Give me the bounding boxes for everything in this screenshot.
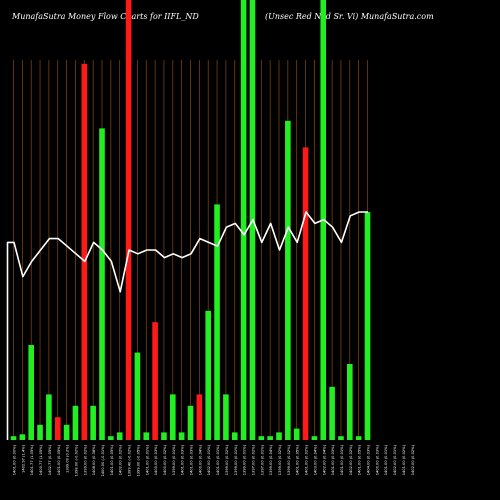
x-tick-label: 1408.00 (0.38%) [92, 444, 96, 475]
bar [231, 432, 238, 440]
bar [19, 434, 26, 440]
bar [187, 405, 194, 440]
x-tick-label: 1402.00 (0.04%) [322, 444, 326, 475]
x-tick-label: 1401.00 (0.01%) [384, 444, 388, 475]
bar [125, 0, 132, 440]
bar [347, 364, 353, 440]
x-tick-label: 1400.00 (0.03%) [154, 444, 158, 475]
bar [355, 436, 362, 440]
x-tick-label: 1400.77 (1.05%) [39, 444, 43, 475]
x-tick-label: 1399.00 (0.01%) [243, 444, 247, 475]
x-tick-label: 1400.00 (0.03%) [375, 444, 379, 475]
x-tick-label: 1401.77 (1.05%) [30, 444, 34, 475]
bar [116, 432, 123, 440]
bar [143, 432, 150, 440]
x-tick-label: 1401.00 (0.02%) [305, 444, 309, 475]
bar [152, 322, 158, 440]
x-tick-label: 1399.00 (0.02%) [83, 444, 87, 475]
bar [54, 417, 61, 440]
x-tick-label: 1401.00 (0.05%) [110, 444, 114, 475]
x-tick-label: 1401.00 (0.03%) [181, 444, 185, 475]
x-tick-label: 1397.00 (0.01%) [260, 444, 264, 475]
bar [329, 386, 335, 440]
bar [63, 424, 70, 440]
bar [37, 424, 43, 440]
x-tick-label: 1401.00 (0.05%) [57, 444, 61, 475]
x-tick-label: 1401.00 (0.03%) [190, 444, 194, 475]
x-tick-label: 1402.00 (0.01%) [207, 444, 211, 475]
x-tick-label: 1402.00 (0.02%) [349, 444, 353, 475]
bar [10, 436, 17, 440]
x-tick-label: 1402.00 (0.01%) [393, 444, 397, 475]
chart-header-right: (Unsec Red Ncd Sr. Vi) MunafaSutra.com [265, 12, 434, 21]
bar [267, 436, 273, 440]
x-tick-label: 1402.77 (0.05%) [48, 444, 52, 475]
x-tick-label: 1402.00 (0.02%) [119, 444, 123, 475]
bar [46, 394, 52, 440]
bar [178, 432, 185, 440]
x-tick-label: 1402.00 (0.02%) [411, 444, 415, 475]
x-tick-label: 1401.00 (0.01%) [340, 444, 344, 475]
bar [72, 405, 79, 440]
bar [205, 310, 211, 440]
x-tick-label: 1401.00 (0.03%) [331, 444, 335, 475]
x-tick-label: 1403.00 (0.04%) [313, 444, 317, 475]
x-tick-label: 1400.00 (0.02%) [163, 444, 167, 475]
x-tick-label: 1401.00 (0.00%) [13, 444, 17, 475]
bar [170, 394, 176, 440]
bar [240, 0, 247, 440]
x-tick-label: 1399.00 (0.01%) [172, 444, 176, 475]
bar [28, 345, 34, 440]
x-tick-label: 1401.00 (0.02%) [402, 444, 406, 475]
bar [293, 428, 300, 440]
bar [285, 120, 291, 441]
bar [364, 212, 371, 440]
x-tick-label: 1404.00 (0.03%) [367, 444, 371, 475]
x-tick-label: 1400.00 (-0.01%) [101, 444, 105, 476]
bar [90, 405, 96, 440]
x-tick-label: 1402.97 (1.4%) [21, 444, 25, 473]
bar [99, 128, 105, 440]
x-tick-label: 1398.00 (-0.02%) [74, 444, 78, 476]
bar [258, 436, 265, 440]
bar [161, 432, 167, 440]
x-tick-label: 1399.00 (0.04%) [269, 444, 273, 475]
bar [134, 352, 141, 440]
bar [338, 436, 344, 440]
x-tick-label: 1401.00 (0.05%) [358, 444, 362, 475]
x-tick-label: 1399.00 (-0.05%) [136, 444, 140, 476]
bar [214, 204, 220, 440]
x-tick-label: 1401.00 (0.01%) [145, 444, 149, 475]
bar [276, 432, 282, 440]
x-tick-label: 1401.00 (0.05%) [296, 444, 300, 475]
x-tick-label: 1399.00 (0.2%) [66, 444, 70, 473]
x-tick-label: 1399.00 (0.02%) [225, 444, 229, 475]
x-tick-label: 1401.00 (0.01%) [216, 444, 220, 475]
money-flow-line [6, 211, 368, 440]
bar [302, 147, 309, 440]
x-tick-label: 1399.00 (0.02%) [278, 444, 282, 475]
bar [311, 436, 318, 440]
x-tick-label: 1399.40 (-0.02%) [128, 444, 132, 476]
x-tick-label: 1397.00 (0.02%) [251, 444, 255, 475]
x-tick-label: 1400.00 (0.04%) [198, 444, 202, 475]
bar [196, 394, 203, 440]
bar [81, 63, 88, 441]
x-tick-label: 1399.00 (0.02%) [287, 444, 291, 475]
bar [108, 436, 114, 440]
chart-header-left: MunafaSutra Money Flow Charts for IIFL_N… [12, 12, 199, 21]
bar [223, 394, 229, 440]
x-tick-label: 1399.00 (0.01%) [234, 444, 238, 475]
